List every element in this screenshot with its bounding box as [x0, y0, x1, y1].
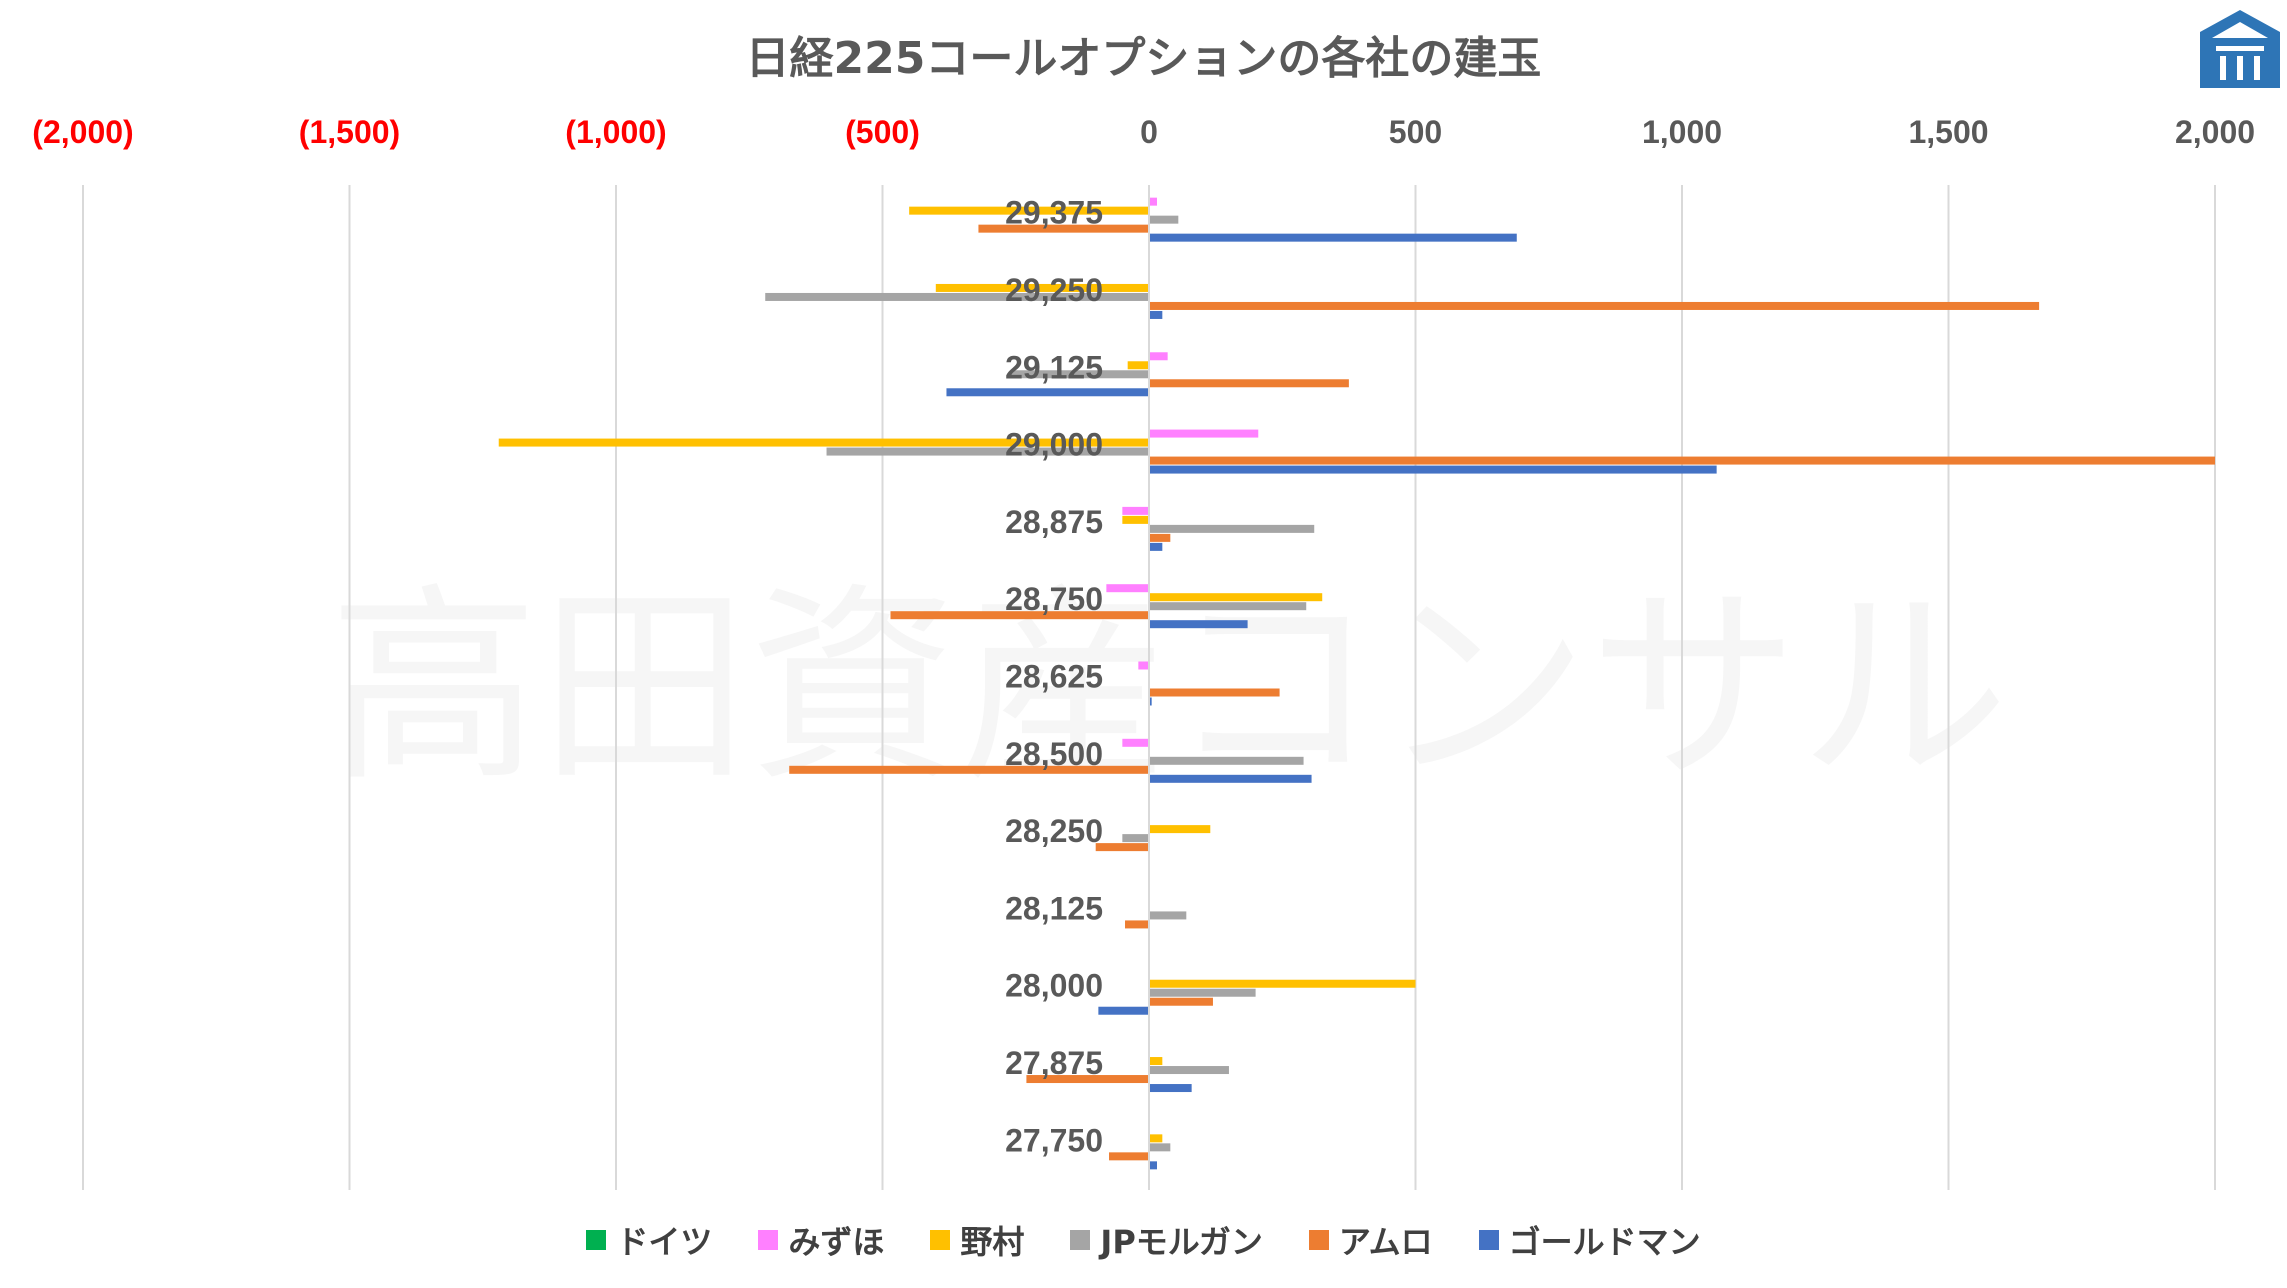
bar-野村-28,875: [1122, 515, 1149, 524]
bar-JPモルガン-28,250: [1122, 834, 1149, 843]
bar-アムロ-28,875: [1149, 533, 1171, 542]
bar-ゴールドマン-29,250: [1149, 310, 1163, 319]
legend-label: 野村: [960, 1223, 1025, 1261]
category-label: 29,250: [1005, 272, 1103, 308]
bar-野村-29,000: [498, 438, 1149, 447]
legend-item: ドイツ: [586, 1217, 712, 1263]
x-tick-label: 1,500: [1908, 114, 1988, 150]
bar-アムロ-29,250: [1149, 301, 2040, 310]
bar-JPモルガン-29,000: [826, 447, 1149, 456]
legend-item: アムロ: [1308, 1217, 1433, 1263]
legend-item: みずほ: [758, 1217, 884, 1263]
bar-アムロ-28,500: [789, 765, 1149, 774]
bar-みずほ-29,000: [1149, 429, 1259, 438]
bar-ゴールドマン-28,000: [1098, 1006, 1149, 1015]
bar-JPモルガン-28,875: [1149, 524, 1315, 533]
legend-label: みずほ: [788, 1223, 885, 1261]
legend-swatch: [1478, 1230, 1499, 1250]
bar-みずほ-29,375: [1149, 197, 1157, 206]
bar-野村-28,000: [1149, 979, 1416, 988]
bar-ゴールドマン-27,750: [1149, 1161, 1157, 1170]
bar-JPモルガン-27,750: [1149, 1143, 1171, 1152]
watermark: 高田資産コンサル: [329, 565, 2009, 810]
bar-JPモルガン-29,125: [1010, 370, 1149, 379]
category-label: 28,250: [1005, 813, 1103, 849]
x-tick-label: 2,000: [2175, 114, 2255, 150]
legend-item: JPモルガン: [1070, 1217, 1263, 1263]
bar-みずほ-28,875: [1122, 506, 1149, 515]
category-label: 28,875: [1005, 504, 1103, 540]
bar-ゴールドマン-28,875: [1149, 542, 1163, 551]
bar-ゴールドマン-28,750: [1149, 620, 1248, 629]
bar-JPモルガン-28,750: [1149, 602, 1307, 611]
bar-JPモルガン-29,375: [1149, 215, 1179, 224]
bar-アムロ-27,750: [1109, 1152, 1149, 1161]
bar-みずほ-29,125: [1149, 352, 1168, 361]
bar-野村-28,750: [1149, 593, 1323, 602]
bar-野村-27,875: [1149, 1057, 1163, 1066]
category-label: 29,375: [1005, 195, 1103, 231]
bar-JPモルガン-27,875: [1149, 1066, 1229, 1075]
building-logo-icon: [2200, 10, 2280, 88]
x-tick-label: 1,000: [1642, 114, 1722, 150]
legend-label: アムロ: [1338, 1223, 1433, 1261]
bar-アムロ-29,125: [1149, 379, 1349, 388]
x-tick-label: 0: [1140, 114, 1158, 150]
legend-swatch: [930, 1230, 951, 1250]
chart-title: 日経225コールオプションの各社の建玉: [745, 33, 1542, 84]
bar-野村-29,125: [1127, 361, 1149, 370]
legend-item: 野村: [930, 1217, 1024, 1263]
bar-JPモルガン-28,500: [1149, 756, 1304, 765]
bar-ゴールドマン-29,000: [1149, 465, 1717, 474]
category-label: 28,625: [1005, 659, 1103, 695]
bar-ゴールドマン-28,625: [1149, 697, 1152, 706]
bar-みずほ-28,500: [1122, 738, 1149, 747]
bar-アムロ-28,625: [1149, 688, 1280, 697]
bar-アムロ-28,750: [890, 611, 1149, 620]
legend-label: ゴールドマン: [1508, 1223, 1701, 1261]
x-tick-label: (1,500): [299, 114, 400, 150]
bar-JPモルガン-29,250: [765, 292, 1149, 301]
bar-JPモルガン-28,000: [1149, 988, 1256, 997]
x-tick-label: (2,000): [32, 114, 133, 150]
category-label: 28,500: [1005, 736, 1103, 772]
bar-アムロ-28,000: [1149, 997, 1213, 1006]
bar-野村-27,750: [1149, 1134, 1163, 1143]
bar-野村-28,250: [1149, 825, 1211, 834]
bar-アムロ-27,875: [1026, 1075, 1149, 1084]
bar-みずほ-28,750: [1106, 584, 1149, 593]
bar-ゴールドマン-29,125: [946, 388, 1149, 397]
bar-アムロ-29,000: [1149, 456, 2215, 465]
x-tick-label: (1,000): [565, 114, 666, 150]
category-label: 28,125: [1005, 890, 1103, 926]
category-label: 27,750: [1005, 1122, 1103, 1158]
category-label: 28,000: [1005, 968, 1103, 1004]
x-tick-label: (500): [845, 114, 920, 150]
category-label: 29,000: [1005, 427, 1103, 463]
legend-swatch: [1308, 1230, 1329, 1250]
bar-ゴールドマン-27,875: [1149, 1084, 1192, 1093]
legend-label: JPモルガン: [1100, 1223, 1263, 1261]
category-label: 28,750: [1005, 581, 1103, 617]
legend: ドイツ みずほ 野村 JPモルガン アムロ ゴールドマン: [0, 1218, 2287, 1262]
bar-アムロ-29,375: [978, 224, 1149, 233]
bar-野村-29,250: [935, 283, 1149, 292]
bar-JPモルガン-28,125: [1149, 911, 1187, 920]
category-label: 29,125: [1005, 349, 1103, 385]
legend-swatch: [586, 1230, 607, 1250]
x-tick-label: 500: [1389, 114, 1442, 150]
legend-label: ドイツ: [616, 1223, 713, 1261]
bar-みずほ-28,625: [1138, 661, 1149, 670]
legend-swatch: [1070, 1230, 1091, 1250]
bar-ゴールドマン-28,500: [1149, 774, 1312, 783]
bar-アムロ-28,125: [1125, 920, 1149, 929]
category-label: 27,875: [1005, 1045, 1103, 1081]
bar-野村-29,375: [909, 206, 1149, 215]
legend-swatch: [758, 1230, 779, 1250]
bar-アムロ-28,250: [1095, 843, 1149, 852]
legend-item: ゴールドマン: [1478, 1217, 1701, 1263]
bar-ゴールドマン-29,375: [1149, 233, 1517, 242]
